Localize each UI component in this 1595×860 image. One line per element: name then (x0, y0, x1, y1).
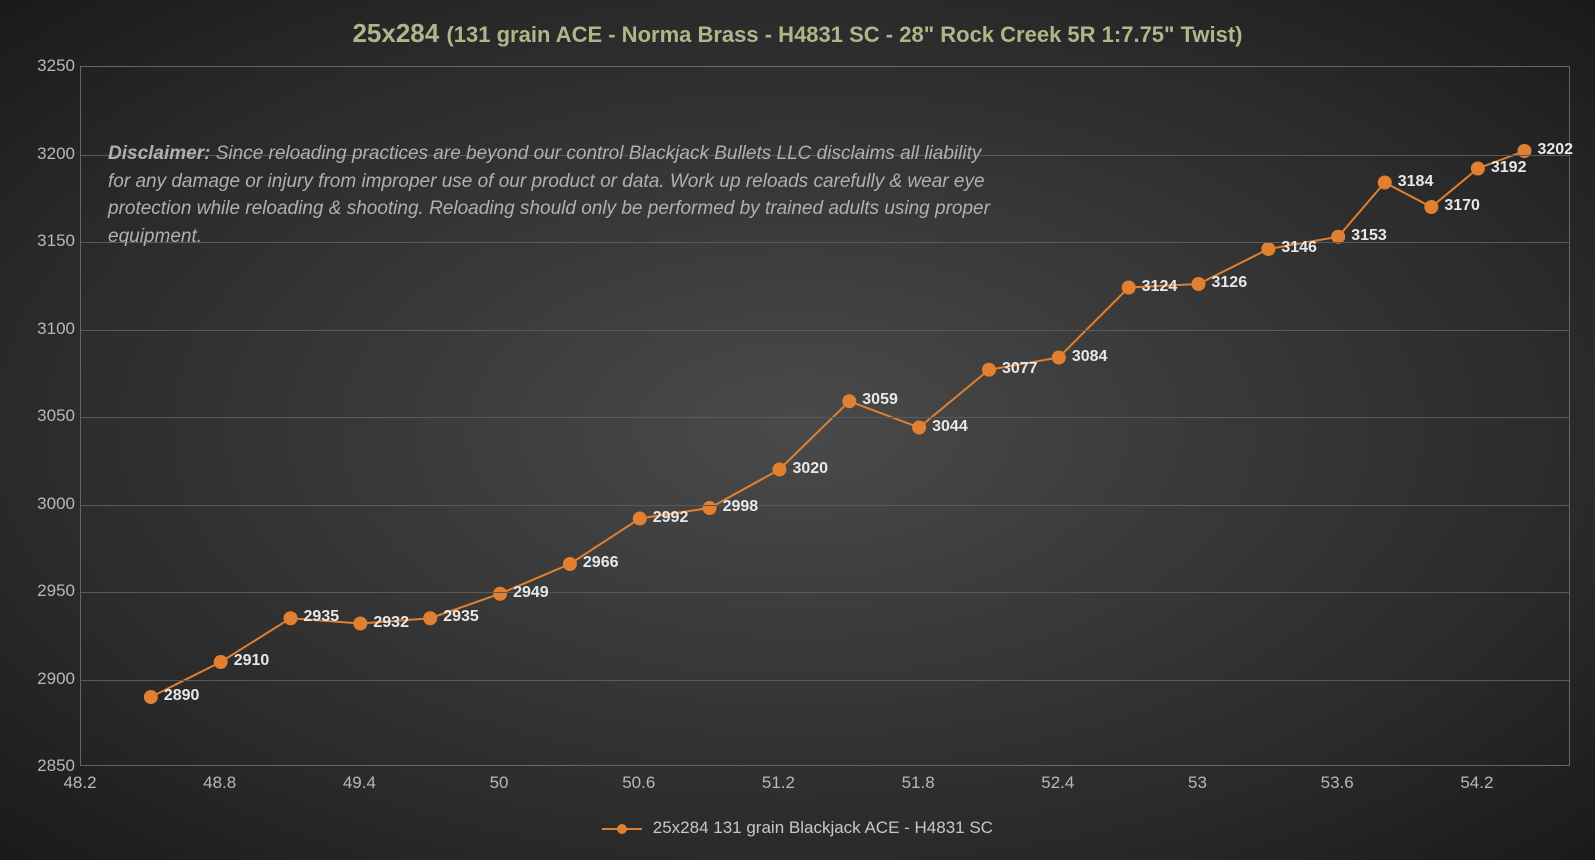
data-point (353, 617, 367, 631)
data-label: 3153 (1351, 227, 1387, 245)
chart-legend: 25x284 131 grain Blackjack ACE - H4831 S… (0, 818, 1595, 839)
disclaimer-text: Disclaimer: Since reloading practices ar… (108, 140, 1008, 250)
data-label: 2932 (373, 614, 409, 632)
y-tick-label: 3200 (15, 144, 75, 164)
data-point (1192, 277, 1206, 291)
data-label: 3202 (1537, 141, 1573, 159)
x-tick-label: 54.2 (1460, 773, 1493, 793)
data-point (563, 557, 577, 571)
data-label: 2949 (513, 584, 549, 602)
y-tick-label: 2950 (15, 581, 75, 601)
data-label: 3170 (1444, 197, 1480, 215)
data-label: 3059 (862, 391, 898, 409)
data-label: 2910 (234, 652, 270, 670)
x-tick-label: 51.2 (762, 773, 795, 793)
data-label: 3084 (1072, 348, 1108, 366)
disclaimer-label: Disclaimer: (108, 143, 210, 164)
gridline (81, 505, 1569, 506)
x-tick-label: 52.4 (1041, 773, 1074, 793)
x-tick-label: 53 (1188, 773, 1207, 793)
gridline (81, 417, 1569, 418)
data-label: 3020 (792, 460, 828, 478)
y-tick-label: 3000 (15, 494, 75, 514)
x-tick-label: 53.6 (1321, 773, 1354, 793)
y-tick-label: 3050 (15, 406, 75, 426)
data-point (144, 690, 158, 704)
x-tick-label: 48.8 (203, 773, 236, 793)
disclaimer-body: Since reloading practices are beyond our… (108, 143, 990, 247)
data-label: 3077 (1002, 360, 1038, 378)
data-point (1517, 144, 1531, 158)
y-tick-label: 3100 (15, 319, 75, 339)
data-label: 2966 (583, 554, 619, 572)
data-point (633, 512, 647, 526)
y-tick-label: 3150 (15, 231, 75, 251)
gridline (81, 592, 1569, 593)
x-tick-label: 49.4 (343, 773, 376, 793)
data-label: 2890 (164, 687, 200, 705)
data-point (982, 363, 996, 377)
data-label: 3184 (1398, 173, 1434, 191)
data-label: 2992 (653, 509, 689, 527)
legend-marker (602, 819, 642, 839)
data-point (214, 655, 228, 669)
x-tick-label: 50.6 (622, 773, 655, 793)
chart-title: 25x284 (131 grain ACE - Norma Brass - H4… (0, 18, 1595, 49)
data-point (423, 611, 437, 625)
data-point (493, 587, 507, 601)
y-tick-label: 3250 (15, 56, 75, 76)
data-label: 3192 (1491, 159, 1527, 177)
data-label: 2998 (723, 498, 759, 516)
data-label: 2935 (443, 608, 479, 626)
data-point (1261, 242, 1275, 256)
y-tick-label: 2900 (15, 669, 75, 689)
data-point (1052, 351, 1066, 365)
data-point (1471, 162, 1485, 176)
data-label: 3124 (1142, 278, 1178, 296)
data-label: 3044 (932, 418, 968, 436)
chart-title-sub: (131 grain ACE - Norma Brass - H4831 SC … (446, 22, 1242, 47)
data-point (1122, 281, 1136, 295)
data-point (1378, 176, 1392, 190)
x-tick-label: 51.8 (902, 773, 935, 793)
data-point (772, 463, 786, 477)
gridline (81, 330, 1569, 331)
data-point (1424, 200, 1438, 214)
legend-label: 25x284 131 grain Blackjack ACE - H4831 S… (653, 818, 993, 837)
data-point (912, 421, 926, 435)
data-label: 2935 (304, 608, 340, 626)
data-point (842, 394, 856, 408)
x-tick-label: 48.2 (63, 773, 96, 793)
chart-title-main: 25x284 (352, 18, 446, 48)
data-point (284, 611, 298, 625)
x-tick-label: 50 (490, 773, 509, 793)
data-label: 3126 (1212, 274, 1248, 292)
gridline (81, 680, 1569, 681)
data-point (703, 501, 717, 515)
data-label: 3146 (1281, 239, 1317, 257)
